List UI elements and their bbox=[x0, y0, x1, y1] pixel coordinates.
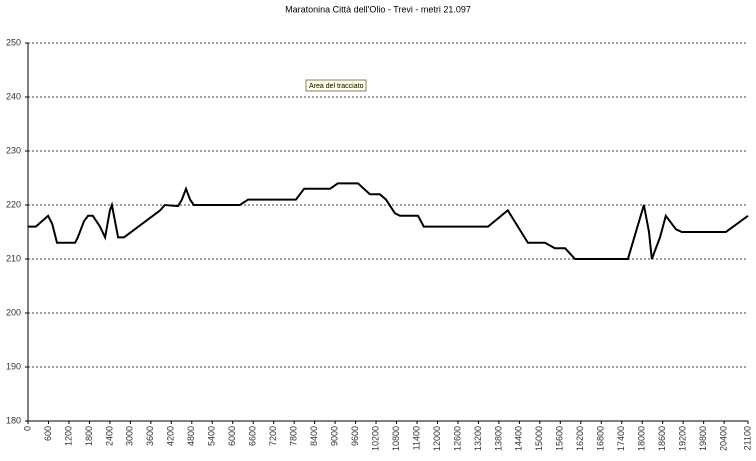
y-tick-label: 200 bbox=[6, 307, 21, 317]
x-tick-label: 4200 bbox=[166, 426, 176, 446]
y-tick-label: 220 bbox=[6, 199, 21, 209]
x-tick-label: 9000 bbox=[329, 426, 339, 446]
x-tick-label: 6000 bbox=[227, 426, 237, 446]
chart-title: Maratonina Città dell'Olio - Trevi - met… bbox=[285, 4, 471, 14]
y-tick-label: 180 bbox=[6, 415, 21, 425]
x-tick-label: 4800 bbox=[186, 426, 196, 446]
x-tick-label: 16800 bbox=[596, 426, 606, 451]
x-tick-label: 7200 bbox=[268, 426, 278, 446]
x-tick-label: 10800 bbox=[391, 426, 401, 451]
annotation: Area del tracciato bbox=[309, 83, 364, 90]
x-tick-label: 2400 bbox=[104, 426, 114, 446]
x-tick-label: 1800 bbox=[84, 426, 94, 446]
x-tick-label: 19800 bbox=[698, 426, 708, 451]
x-tick-label: 0 bbox=[22, 426, 32, 431]
x-tick-label: 13200 bbox=[473, 426, 483, 451]
x-tick-label: 600 bbox=[43, 426, 53, 441]
y-tick-label: 190 bbox=[6, 361, 21, 371]
x-tick-label: 18600 bbox=[657, 426, 667, 451]
x-tick-label: 9600 bbox=[350, 426, 360, 446]
x-tick-label: 17400 bbox=[616, 426, 626, 451]
x-tick-label: 21100 bbox=[742, 426, 752, 450]
y-tick-label: 240 bbox=[6, 91, 21, 101]
x-tick-label: 18000 bbox=[637, 426, 647, 451]
x-tick-label: 7800 bbox=[289, 426, 299, 446]
x-tick-label: 20400 bbox=[718, 426, 728, 451]
x-tick-label: 1200 bbox=[63, 426, 73, 446]
x-tick-label: 12000 bbox=[432, 426, 442, 451]
x-tick-label: 6600 bbox=[248, 426, 258, 446]
x-tick-label: 12600 bbox=[452, 426, 462, 451]
x-tick-label: 10200 bbox=[370, 426, 380, 451]
x-tick-label: 15000 bbox=[534, 426, 544, 451]
x-tick-label: 3000 bbox=[125, 426, 135, 446]
x-tick-label: 11400 bbox=[411, 426, 421, 450]
x-tick-label: 8400 bbox=[309, 426, 319, 446]
x-tick-label: 16200 bbox=[575, 426, 585, 451]
x-tick-label: 15600 bbox=[555, 426, 565, 451]
x-tick-label: 19200 bbox=[678, 426, 688, 451]
y-tick-label: 230 bbox=[6, 145, 21, 155]
y-tick-label: 210 bbox=[6, 253, 21, 263]
x-tick-label: 3600 bbox=[145, 426, 155, 446]
annotation-box bbox=[305, 79, 367, 92]
x-tick-label: 14400 bbox=[514, 426, 524, 451]
x-tick-label: 13800 bbox=[493, 426, 503, 451]
y-tick-label: 250 bbox=[6, 37, 21, 47]
x-tick-label: 5400 bbox=[207, 426, 217, 446]
line bbox=[28, 182, 749, 260]
